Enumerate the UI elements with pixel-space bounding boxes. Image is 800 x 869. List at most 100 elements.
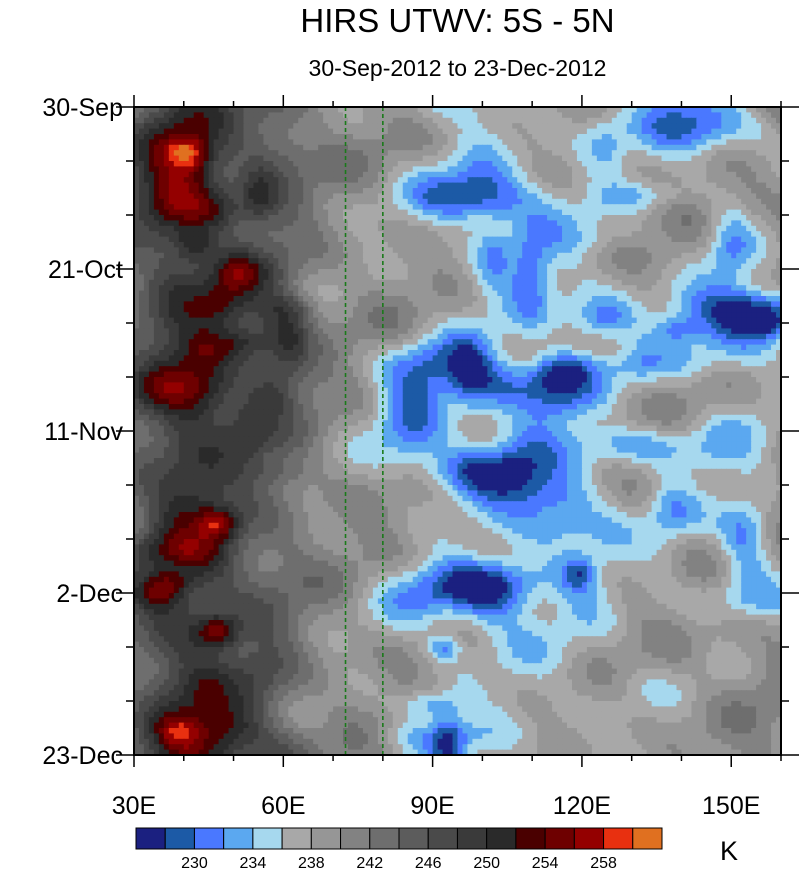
field-cell — [477, 198, 483, 205]
field-cell — [328, 290, 334, 297]
field-cell — [178, 220, 185, 227]
field-cell — [372, 155, 379, 162]
field-cell — [497, 231, 503, 238]
field-cell — [726, 150, 732, 157]
field-cell — [502, 236, 508, 243]
field-cell — [527, 139, 533, 146]
field-cell — [751, 263, 757, 270]
field-cell — [387, 285, 394, 292]
field-cell — [721, 166, 727, 173]
field-cell — [731, 301, 737, 308]
field-cell — [432, 166, 439, 173]
field-cell — [576, 123, 583, 130]
field-cell — [457, 263, 464, 270]
field-cell — [586, 128, 593, 135]
field-cell — [751, 150, 757, 157]
field-cell — [134, 112, 140, 119]
field-cell — [168, 209, 175, 216]
field-cell — [208, 161, 215, 167]
field-cell — [681, 107, 688, 113]
field-cell — [532, 279, 538, 286]
field-cell — [547, 215, 553, 221]
field-cell — [392, 107, 399, 113]
field-cell — [153, 198, 160, 205]
field-cell — [477, 215, 483, 221]
field-cell — [482, 204, 488, 211]
field-cell — [432, 204, 439, 211]
field-cell — [238, 117, 245, 124]
field-cell — [771, 279, 777, 286]
field-cell — [293, 144, 299, 151]
field-cell — [666, 252, 673, 259]
field-cell — [532, 112, 538, 119]
field-cell — [437, 188, 444, 194]
field-cell — [303, 161, 309, 167]
field-cell — [696, 247, 702, 254]
field-cell — [308, 301, 314, 308]
field-cell — [472, 198, 479, 205]
field-cell — [527, 134, 533, 140]
field-cell — [721, 107, 727, 113]
field-cell — [193, 107, 200, 113]
field-cell — [138, 139, 145, 146]
field-cell — [183, 290, 190, 297]
field-cell — [143, 193, 150, 200]
field-cell — [676, 198, 683, 205]
field-cell — [183, 296, 190, 302]
field-cell — [586, 269, 593, 275]
field-cell — [651, 112, 658, 119]
field-cell — [372, 285, 379, 292]
field-cell — [581, 166, 588, 173]
field-cell — [238, 312, 245, 319]
field-cell — [412, 128, 419, 135]
field-cell — [581, 128, 588, 135]
field-cell — [641, 204, 648, 211]
field-cell — [288, 279, 294, 286]
field-cell — [273, 166, 279, 173]
field-cell — [338, 171, 344, 178]
field-cell — [367, 171, 374, 178]
field-cell — [576, 155, 583, 162]
field-cell — [188, 209, 195, 216]
field-cell — [557, 247, 563, 254]
field-cell — [283, 182, 289, 189]
field-cell — [248, 269, 255, 275]
field-cell — [681, 290, 688, 297]
field-cell — [562, 269, 568, 275]
field-cell — [676, 166, 683, 173]
field-cell — [751, 258, 757, 265]
field-cell — [741, 107, 747, 113]
field-cell — [153, 269, 160, 275]
field-cell — [447, 150, 454, 157]
field-cell — [761, 117, 767, 124]
field-cell — [482, 166, 488, 173]
field-cell — [357, 301, 364, 308]
field-cell — [372, 177, 379, 184]
field-cell — [193, 123, 200, 130]
field-cell — [298, 285, 304, 292]
field-cell — [293, 220, 299, 227]
field-cell — [173, 215, 180, 221]
field-cell — [756, 306, 762, 313]
field-cell — [377, 112, 384, 119]
field-cell — [168, 166, 175, 173]
field-cell — [736, 112, 742, 119]
field-cell — [437, 112, 444, 119]
field-cell — [557, 166, 563, 173]
field-cell — [606, 279, 613, 286]
field-cell — [547, 306, 553, 313]
field-cell — [646, 134, 653, 140]
field-cell — [591, 215, 598, 221]
field-cell — [422, 188, 429, 194]
field-cell — [721, 274, 727, 281]
field-cell — [507, 247, 513, 254]
field-cell — [163, 198, 170, 205]
field-cell — [776, 231, 781, 238]
field-cell — [661, 306, 668, 313]
field-cell — [571, 242, 578, 248]
field-cell — [497, 242, 503, 248]
field-cell — [313, 290, 319, 297]
field-cell — [323, 231, 329, 238]
field-cell — [427, 139, 434, 146]
field-cell — [447, 269, 454, 275]
